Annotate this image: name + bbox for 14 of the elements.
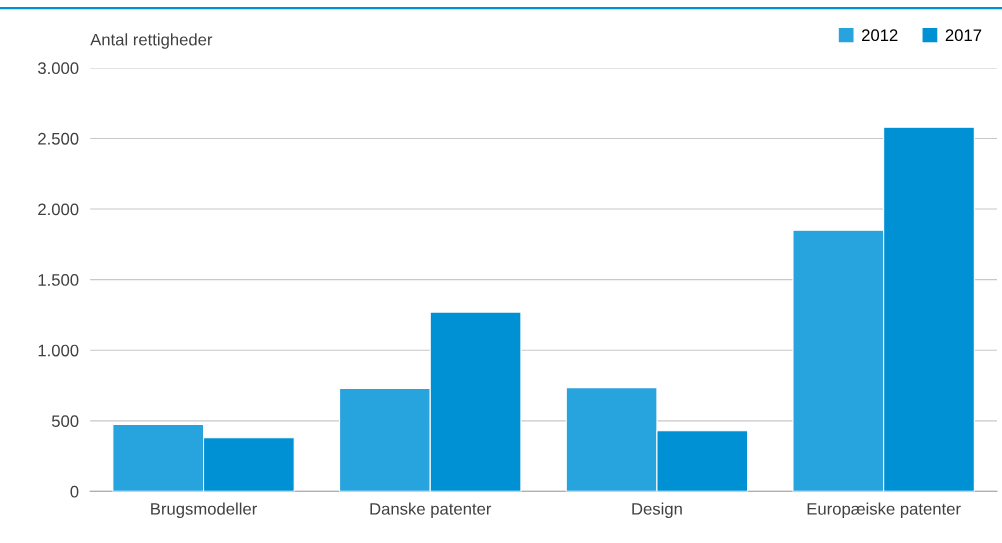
y-tick-label: 500 bbox=[51, 415, 79, 428]
y-axis-title: Antal rettigheder bbox=[90, 33, 213, 49]
y-tick-label: 2.000 bbox=[38, 203, 79, 216]
x-tick-label: Europæiske patenter bbox=[807, 502, 961, 519]
y-tick-label: 3.000 bbox=[38, 62, 79, 75]
y-tick-label: 0 bbox=[70, 485, 79, 498]
x-tick-label: Danske patenter bbox=[370, 502, 492, 519]
y-tick-label: 1.500 bbox=[38, 274, 79, 286]
y-tick-label: 1.000 bbox=[38, 344, 79, 357]
y-tick-label: 2.500 bbox=[38, 132, 79, 145]
x-tick-label: Brugsmodeller bbox=[151, 502, 257, 519]
x-tick-label: Design bbox=[632, 502, 682, 519]
legend-label: 2017 bbox=[945, 29, 982, 42]
legend-label: 2012 bbox=[862, 29, 898, 42]
